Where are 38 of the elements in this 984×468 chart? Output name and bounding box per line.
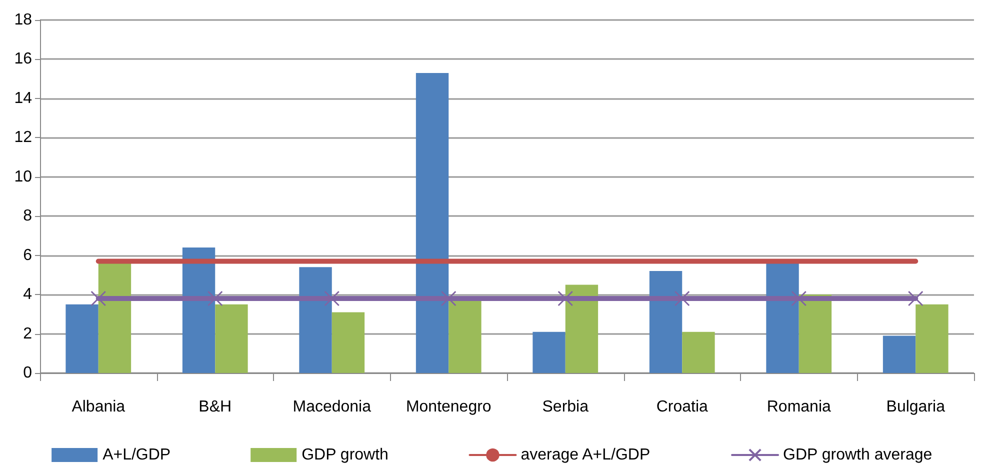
- y-tick-label: 4: [23, 286, 32, 304]
- x-tick-label: Croatia: [656, 398, 708, 416]
- bar: [649, 271, 682, 373]
- legend-label: GDP growth: [302, 446, 388, 464]
- bar: [448, 300, 482, 373]
- y-tick-label: 16: [14, 50, 32, 68]
- x-tick-label: B&H: [198, 398, 232, 416]
- legend-label: A+L/GDP: [102, 446, 171, 464]
- bar: [299, 267, 332, 373]
- bar: [215, 304, 248, 373]
- x-tick-label: Romania: [766, 398, 831, 416]
- x-tick-label: Serbia: [542, 398, 589, 416]
- bar: [66, 304, 98, 373]
- bar: [766, 263, 799, 373]
- bar: [182, 247, 216, 373]
- legend-label: GDP growth average: [783, 446, 932, 464]
- y-tick-label: 18: [14, 12, 32, 28]
- bar: [798, 294, 832, 373]
- x-tick-label: Macedonia: [292, 398, 372, 416]
- bar: [916, 304, 948, 373]
- x-tick-label: Montenegro: [406, 398, 492, 416]
- x-tick-label: Albania: [72, 398, 126, 416]
- bar: [98, 263, 132, 373]
- bar: [565, 284, 598, 373]
- y-tick-label: 12: [14, 129, 32, 146]
- bar: [416, 72, 449, 373]
- y-tick-label: 10: [14, 168, 32, 186]
- legend-label: average A+L/GDP: [520, 446, 650, 464]
- y-tick-label: 0: [23, 364, 32, 382]
- y-tick-label: 2: [23, 325, 32, 342]
- x-tick-label: Bulgaria: [886, 398, 946, 416]
- bar: [532, 332, 566, 373]
- y-tick-label: 8: [23, 208, 32, 225]
- bar: [682, 332, 715, 373]
- y-tick-label: 6: [23, 246, 32, 264]
- bar: [332, 312, 365, 373]
- y-tick-label: 14: [14, 90, 32, 107]
- bar: [882, 336, 916, 373]
